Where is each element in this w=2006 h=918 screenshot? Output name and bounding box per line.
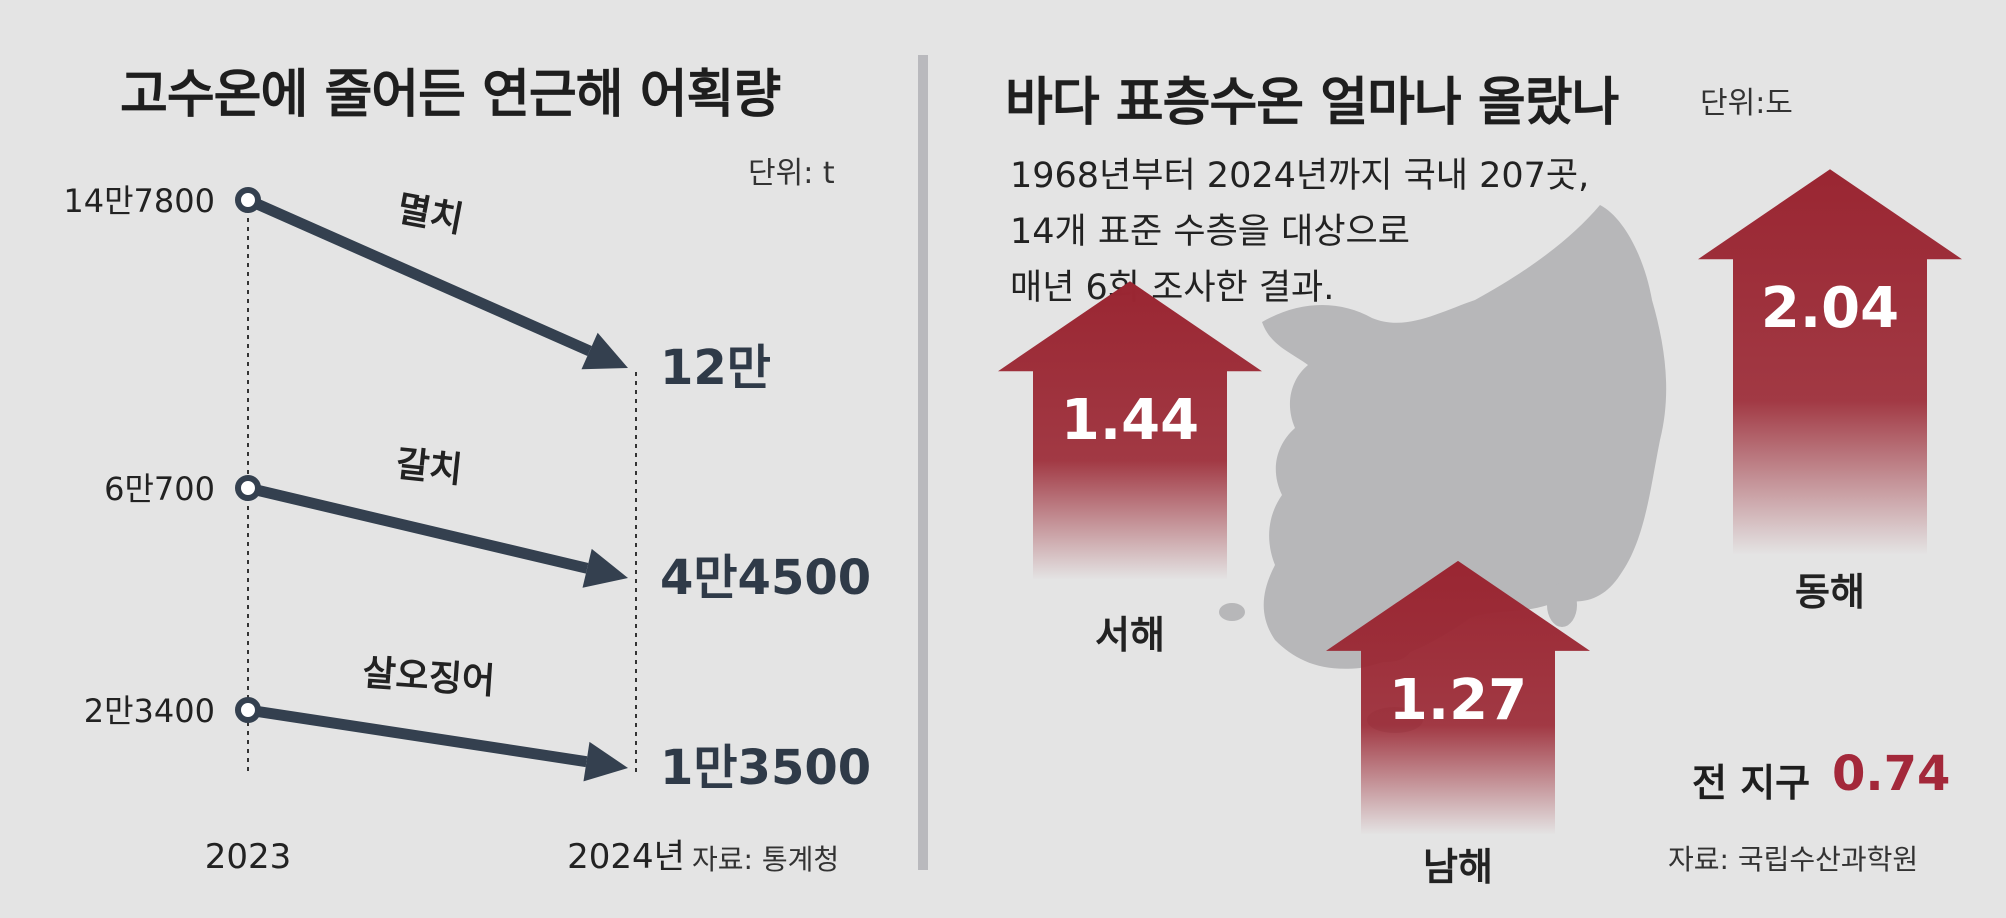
sea-name-label: 동해 [1795, 570, 1865, 614]
temperature-arrow [998, 281, 1262, 580]
series-line [247, 704, 588, 768]
survey-description: 1968년부터 2024년까지 국내 207곳, 14개 표준 수층을 대상으로… [1010, 148, 1589, 316]
island [1547, 583, 1577, 627]
global-value: 0.74 [1832, 746, 1951, 802]
temperature-value-label: 2.04 [1761, 276, 1899, 341]
series-arrowhead [582, 548, 628, 588]
end-value-label: 1만3500 [660, 740, 871, 796]
left-unit: 단위: t [748, 156, 835, 191]
start-value-label: 14만7800 [63, 182, 215, 220]
right-source: 자료: 국립수산과학원 [1668, 843, 1919, 876]
island [1219, 603, 1245, 621]
right-unit: 단위:도 [1700, 86, 1793, 121]
sea-name-label: 서해 [1095, 613, 1165, 657]
panel-divider [918, 55, 928, 870]
global-label: 전 지구 [1692, 761, 1811, 805]
korea-map [1262, 205, 1667, 669]
series-line [246, 482, 589, 574]
series-name-label: 살오징어 [361, 653, 496, 703]
start-value-label: 6만700 [104, 470, 215, 508]
x-tick-label: 2024년 [567, 837, 685, 877]
x-tick-label: 2023 [205, 837, 292, 877]
left-source: 자료: 통계청 [692, 843, 840, 876]
description-line: 14개 표준 수층을 대상으로 [1010, 212, 1410, 252]
series-line [245, 194, 592, 357]
temperature-value-label: 1.27 [1389, 668, 1527, 733]
sea-name-label: 남해 [1423, 845, 1493, 889]
temperature-arrow [1698, 169, 1962, 555]
description-line: 매년 6회 조사한 결과. [1010, 268, 1335, 308]
series-name-label: 갈치 [394, 444, 464, 492]
temperature-arrow [1326, 560, 1590, 835]
series-start-point [235, 187, 261, 213]
series-start-point [235, 475, 261, 501]
description-line: 1968년부터 2024년까지 국내 207곳, [1010, 156, 1590, 196]
start-value-label: 2만3400 [84, 692, 215, 730]
end-value-label: 12만 [660, 340, 771, 396]
series-arrowhead [583, 741, 628, 782]
end-value-label: 4만4500 [660, 550, 871, 606]
series-arrowhead [581, 332, 628, 370]
right-title: 바다 표층수온 얼마나 올랐나 [1005, 73, 1619, 133]
catch-chart: 2023 2024년14만780012만멸치6만7004만4500갈치2만3400… [63, 182, 871, 877]
left-title: 고수온에 줄어든 연근해 어획량 [120, 65, 781, 125]
temperature-value-label: 1.44 [1061, 388, 1199, 453]
series-start-point [235, 697, 261, 723]
